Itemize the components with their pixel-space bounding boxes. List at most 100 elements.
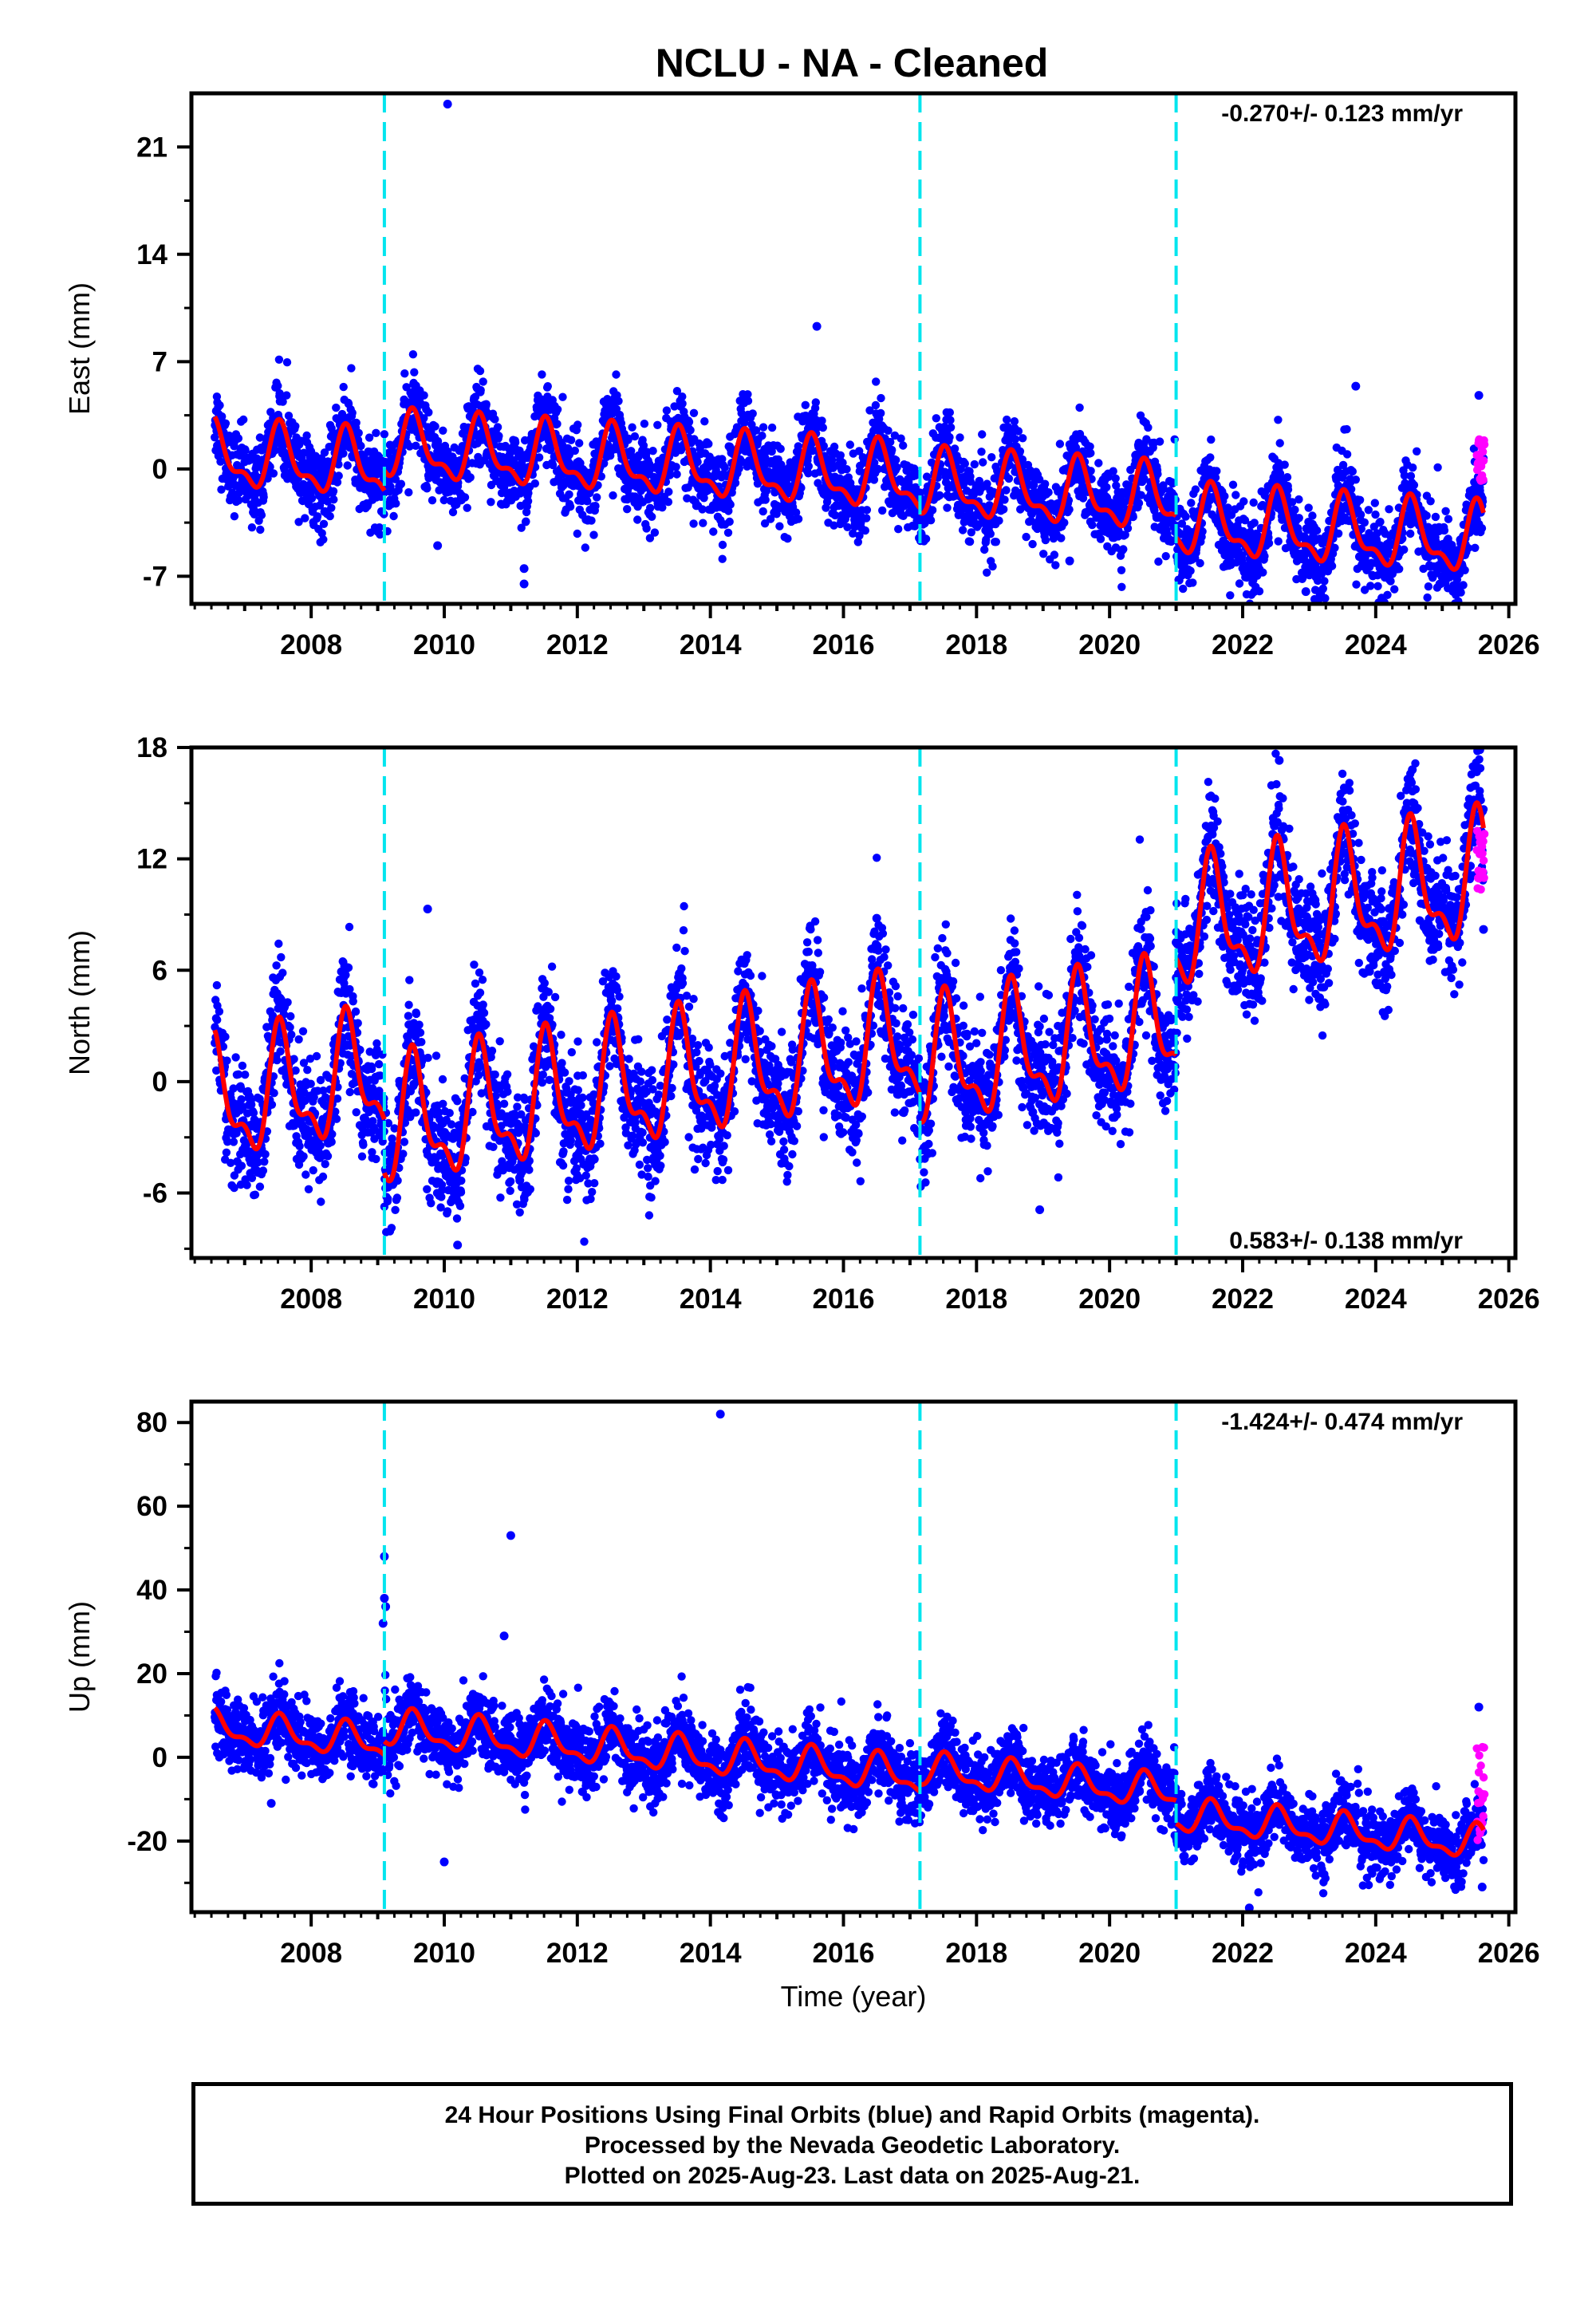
daily-position-point [234,1070,243,1079]
daily-position-point [1240,516,1250,525]
outlier-point [443,99,452,108]
model-fit-line [382,404,922,510]
daily-position-point [1355,495,1365,504]
daily-position-point [1159,484,1168,494]
daily-position-point [700,417,709,426]
daily-position-point [269,469,278,478]
daily-position-point [672,470,681,479]
daily-position-point [623,505,632,514]
daily-position-point [1371,510,1380,519]
daily-position-point [943,503,952,512]
daily-position-point [304,1185,313,1194]
daily-position-point [612,370,621,379]
daily-position-point [633,515,642,524]
daily-position-point [1071,443,1081,452]
daily-position-point [347,364,356,373]
daily-position-point [1112,481,1121,490]
daily-position-point [1446,611,1454,619]
daily-position-point [921,534,931,543]
y-tick-label: -7 [143,561,167,592]
panel-north: 2008 2010 2012 2014 2016 2018 2020 2022 2024 2026… [63,732,1540,1315]
daily-position-point [1327,562,1337,570]
daily-position-point [334,471,343,480]
daily-position-point [435,486,443,495]
daily-position-point [460,493,470,502]
daily-position-point [431,422,439,431]
daily-position-point [678,399,687,408]
daily-position-point [862,514,871,523]
daily-position-point [945,408,955,417]
daily-position-point [439,495,448,505]
daily-position-point [865,406,874,415]
daily-position-point [614,396,623,405]
daily-position-point [428,496,437,505]
daily-position-point [222,1148,231,1158]
daily-position-point [1406,529,1415,538]
daily-position-point [1044,488,1053,497]
daily-position-point [1231,491,1240,499]
daily-position-point [986,530,995,538]
daily-position-point [1422,511,1431,520]
daily-position-point [1187,499,1196,507]
daily-position-point [723,528,733,537]
daily-position-point [229,1084,238,1093]
outlier-point [519,564,529,574]
daily-position-point [1005,460,1015,470]
daily-position-point [1181,512,1190,521]
daily-position-point [830,442,839,452]
daily-position-point [1419,564,1428,574]
daily-position-point [1075,403,1084,412]
daily-position-point [1123,524,1133,533]
daily-position-point [299,448,309,457]
daily-position-point [286,1023,294,1032]
daily-position-point [1390,585,1399,594]
daily-position-point [1206,453,1215,462]
daily-position-point [1161,552,1170,561]
daily-position-point [1342,450,1352,459]
daily-position-point [743,390,752,399]
daily-position-point [804,462,813,471]
daily-position-point [223,1056,231,1065]
daily-position-point [1035,475,1044,484]
outlier-point [433,541,443,550]
daily-position-point [1055,440,1065,448]
daily-position-point [354,428,363,437]
outlier-point [1301,587,1310,597]
daily-position-point [1121,530,1129,539]
outlier-point [1065,556,1074,566]
daily-position-point [1321,594,1330,603]
daily-position-point [888,445,897,455]
daily-position-point [1383,590,1392,599]
daily-position-point [372,428,380,437]
daily-position-point [1346,485,1356,494]
daily-position-point [1348,467,1358,476]
daily-position-point [1004,474,1014,483]
daily-position-point [553,405,562,414]
daily-position-point [1011,435,1020,444]
daily-position-point [302,431,311,440]
daily-position-point [1376,518,1385,526]
daily-position-point [231,1053,240,1062]
daily-position-point [323,1152,333,1161]
plot-frame-east [189,91,1518,606]
daily-position-point [818,416,826,425]
daily-position-point [517,523,526,532]
daily-position-point [278,968,287,977]
daily-position-point [538,370,546,379]
outlier-point [812,321,822,331]
daily-position-point [1373,529,1381,538]
daily-position-point [573,420,582,429]
daily-position-point [761,495,770,504]
daily-position-point [274,381,282,390]
daily-position-point [260,1158,269,1166]
daily-position-point [247,1100,256,1109]
daily-position-point [530,479,539,488]
daily-position-point [1441,507,1450,515]
daily-position-point [1312,526,1322,535]
daily-position-point [1424,582,1433,591]
daily-position-point [894,525,903,534]
daily-position-point [1280,460,1289,469]
daily-position-point [242,1181,251,1189]
daily-position-point [474,452,483,462]
